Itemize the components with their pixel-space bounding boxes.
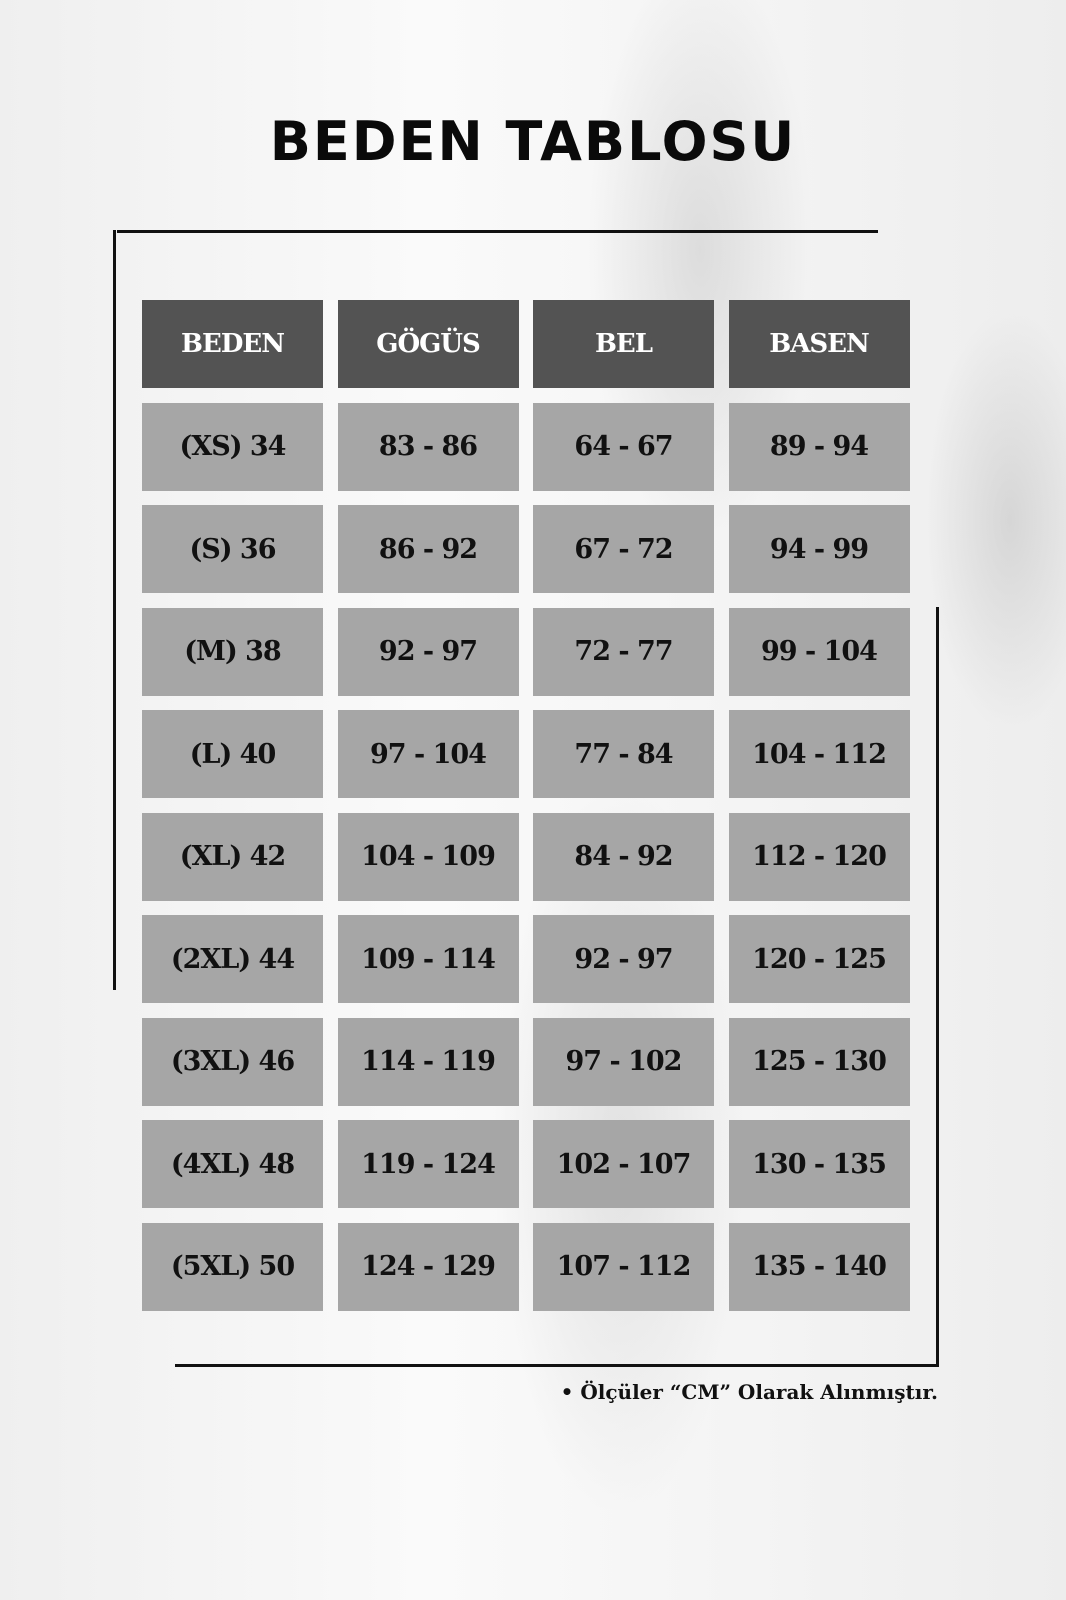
- table-cell: (2XL) 44: [142, 915, 323, 1003]
- measurement-note: • Ölçüler “CM” Olarak Alınmıştır.: [560, 1380, 938, 1404]
- table-cell: (XL) 42: [142, 812, 323, 901]
- table-cell: 97 - 102: [533, 1017, 714, 1106]
- table-cell: 64 - 67: [533, 402, 714, 491]
- table-cell: (5XL) 50: [142, 1222, 323, 1311]
- table-cell: 84 - 92: [533, 812, 714, 901]
- table-cell: 120 - 125: [728, 915, 910, 1003]
- table-cell: 72 - 77: [533, 607, 714, 696]
- table-cell: 104 - 109: [337, 812, 519, 901]
- table-cell: 67 - 72: [533, 505, 714, 593]
- table-cell: 94 - 99: [728, 505, 910, 593]
- table-cell: 114 - 119: [337, 1017, 519, 1106]
- table-cell: 77 - 84: [533, 710, 714, 798]
- table-cell: 83 - 86: [337, 402, 519, 491]
- table-cell: (3XL) 46: [142, 1017, 323, 1106]
- table-cell: 119 - 124: [337, 1120, 519, 1208]
- frame-right-line: [936, 607, 939, 1367]
- table-cell: 109 - 114: [337, 915, 519, 1003]
- table-cell: 125 - 130: [728, 1017, 910, 1106]
- table-cell: (S) 36: [142, 505, 323, 593]
- column-header: GÖGÜS: [337, 300, 519, 388]
- table-cell: 107 - 112: [533, 1222, 714, 1311]
- table-cell: 112 - 120: [728, 812, 910, 901]
- table-cell: 104 - 112: [728, 710, 910, 798]
- table-cell: 102 - 107: [533, 1120, 714, 1208]
- table-cell: 99 - 104: [728, 607, 910, 696]
- table-cell: 86 - 92: [337, 505, 519, 593]
- page-title: BEDEN TABLOSU: [269, 110, 797, 173]
- table-cell: 97 - 104: [337, 710, 519, 798]
- column-header: BASEN: [728, 300, 910, 388]
- column-header: BEL: [533, 300, 714, 388]
- table-cell: (XS) 34: [142, 402, 323, 491]
- table-cell: (M) 38: [142, 607, 323, 696]
- table-cell: (4XL) 48: [142, 1120, 323, 1208]
- table-cell: (L) 40: [142, 710, 323, 798]
- frame-left-line: [113, 230, 116, 990]
- frame-top-line: [117, 230, 878, 233]
- table-cell: 124 - 129: [337, 1222, 519, 1311]
- table-cell: 92 - 97: [337, 607, 519, 696]
- table-cell: 89 - 94: [728, 402, 910, 491]
- table-cell: 130 - 135: [728, 1120, 910, 1208]
- frame-bottom-line: [175, 1364, 939, 1367]
- size-table: BEDEN GÖGÜS BEL BASEN (XS) 34 83 - 86 64 - 67 8…: [142, 300, 910, 1311]
- table-cell: 92 - 97: [533, 915, 714, 1003]
- column-header: BEDEN: [142, 300, 323, 388]
- table-cell: 135 - 140: [728, 1222, 910, 1311]
